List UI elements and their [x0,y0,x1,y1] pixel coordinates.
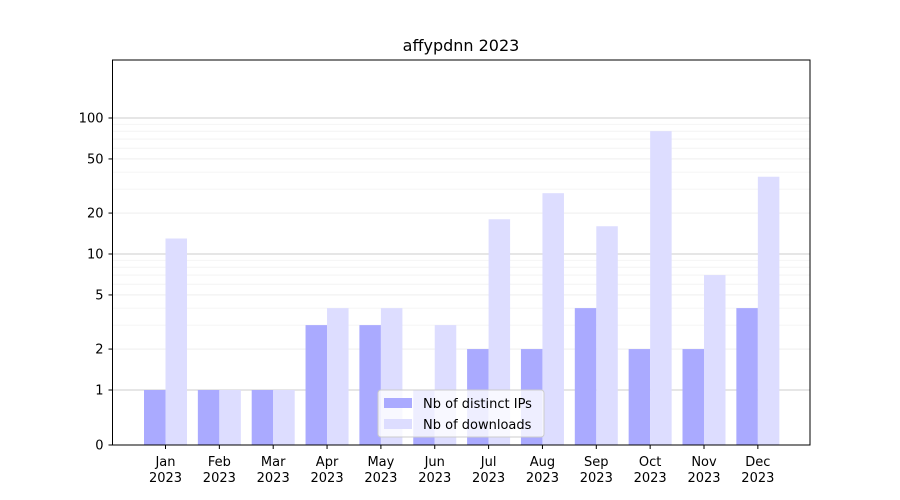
x-tick-label-month: Nov [691,455,717,470]
x-axis: Jan2023Feb2023Mar2023Apr2023May2023Jun20… [149,445,774,486]
grid-lines [112,117,810,391]
y-tick-label: 2 [95,343,103,358]
x-tick-label-month: Aug [530,455,555,470]
bar-downloads [596,226,618,445]
x-tick-label-month: Sep [584,455,609,470]
x-tick-label-month: Feb [208,455,231,470]
x-tick-label-year: 2023 [687,471,720,486]
bar-distinct-ips [305,325,328,445]
chart-title: affypdnn 2023 [403,36,520,55]
legend-box [377,389,545,438]
x-tick-label-month: Oct [639,455,661,470]
bar-downloads [757,176,780,446]
x-tick-label-month: Jun [424,455,445,470]
x-tick-label-year: 2023 [311,471,344,486]
legend: Nb of distinct IPs Nb of downloads [377,389,545,438]
bar-downloads [327,308,349,445]
plot-frame [112,59,811,446]
bar-distinct-ips [359,325,381,445]
y-tick-label: 20 [87,207,104,222]
x-tick-label-month: May [367,455,394,470]
bar-distinct-ips [251,390,274,445]
legend-swatch [384,398,412,408]
y-tick-label: 0 [95,439,103,454]
x-tick-label-year: 2023 [149,471,182,486]
bar-downloads [488,219,511,445]
x-tick-label-year: 2023 [526,471,559,486]
x-tick-label-month: Dec [745,455,770,470]
x-tick-label-year: 2023 [472,471,505,486]
x-tick-label-month: Jul [480,455,497,470]
bar-distinct-ips [682,349,704,445]
legend-label: Nb of distinct IPs [423,397,532,412]
x-tick-label-year: 2023 [741,471,774,486]
y-tick-label: 100 [79,112,104,127]
bar-downloads [165,238,187,445]
bars [144,131,780,446]
bar-downloads [273,390,295,445]
y-tick-label: 50 [87,152,104,167]
x-tick-label-year: 2023 [203,471,236,486]
x-tick-label-year: 2023 [418,471,451,486]
y-axis: 0 1 2 5 10 20 50 100 [79,112,113,454]
x-tick-label-year: 2023 [364,471,397,486]
x-tick-label-month: Apr [316,455,339,470]
bar-distinct-ips [197,390,220,445]
y-tick-label: 10 [87,248,104,263]
y-tick-label: 5 [95,288,103,303]
legend-label: Nb of downloads [423,418,532,433]
legend-swatch [384,419,412,429]
bar-distinct-ips [736,308,758,445]
bar-downloads [219,390,241,445]
bar-downloads [704,275,726,445]
x-tick-label-year: 2023 [634,471,667,486]
y-tick-label: 1 [95,384,103,399]
bar-downloads [650,131,672,446]
bar-distinct-ips [144,390,166,445]
bar-downloads [542,193,564,445]
x-tick-label-year: 2023 [257,471,290,486]
bar-distinct-ips [574,308,597,445]
x-tick-label-month: Jan [154,455,175,470]
x-tick-label-year: 2023 [580,471,613,486]
x-tick-label-month: Mar [261,455,286,470]
bar-distinct-ips [628,349,651,445]
